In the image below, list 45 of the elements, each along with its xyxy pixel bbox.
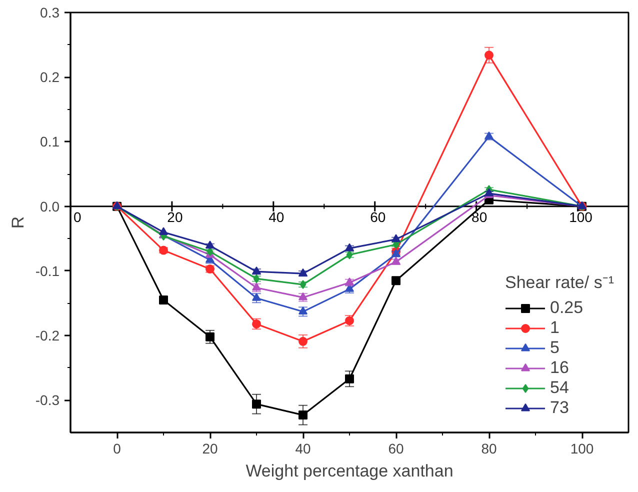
y-tick-label: 0.3: [40, 4, 60, 20]
legend-label: 1: [550, 318, 560, 338]
point: [159, 227, 168, 235]
x-tick-label: 0: [113, 440, 122, 456]
point: [252, 292, 261, 301]
legend-label: 73: [550, 398, 570, 418]
x2-tick-label: 20: [167, 209, 183, 226]
x2-tick-label: 40: [268, 209, 284, 226]
x-axis-title: Weight percentage xanthan: [246, 462, 454, 480]
x-tick-label: 100: [570, 440, 594, 456]
point: [252, 400, 261, 409]
legend-label: 54: [550, 378, 570, 398]
legend-label: 0.25: [550, 298, 584, 318]
x-tick-label: 80: [481, 440, 497, 456]
y-tick-label: -0.2: [35, 328, 60, 344]
x-tick-label: 60: [388, 440, 404, 456]
x-tick-label: 20: [202, 440, 218, 456]
legend-label: 16: [550, 358, 570, 378]
point: [206, 240, 214, 249]
point: [392, 234, 400, 242]
x2-tick-label: 60: [370, 209, 386, 226]
point: [345, 243, 354, 252]
point: [345, 374, 354, 384]
point: [159, 296, 168, 305]
legend-label: 5: [550, 338, 560, 358]
y-tick-label: -0.1: [35, 262, 60, 279]
x2-tick-label: 100: [569, 209, 593, 226]
point: [252, 266, 261, 274]
x-tick-label: 40: [295, 440, 311, 456]
point: [298, 336, 308, 346]
y-tick-label: 0.2: [40, 69, 60, 86]
point: [298, 410, 308, 420]
y-axis-title: R: [8, 216, 28, 229]
point: [392, 276, 400, 286]
x2-tick-label: 0: [74, 209, 82, 226]
y-tick-label: -0.3: [35, 392, 60, 408]
x2-tick-label: 80: [472, 209, 488, 226]
legend-title: Shear rate/ s⁻¹: [505, 272, 614, 293]
y-tick-label: 0.0: [40, 198, 60, 214]
y-tick-label: 0.1: [40, 134, 60, 150]
point: [484, 50, 494, 60]
point: [206, 332, 214, 342]
point: [298, 268, 308, 276]
point: [392, 256, 400, 265]
point: [298, 306, 308, 314]
